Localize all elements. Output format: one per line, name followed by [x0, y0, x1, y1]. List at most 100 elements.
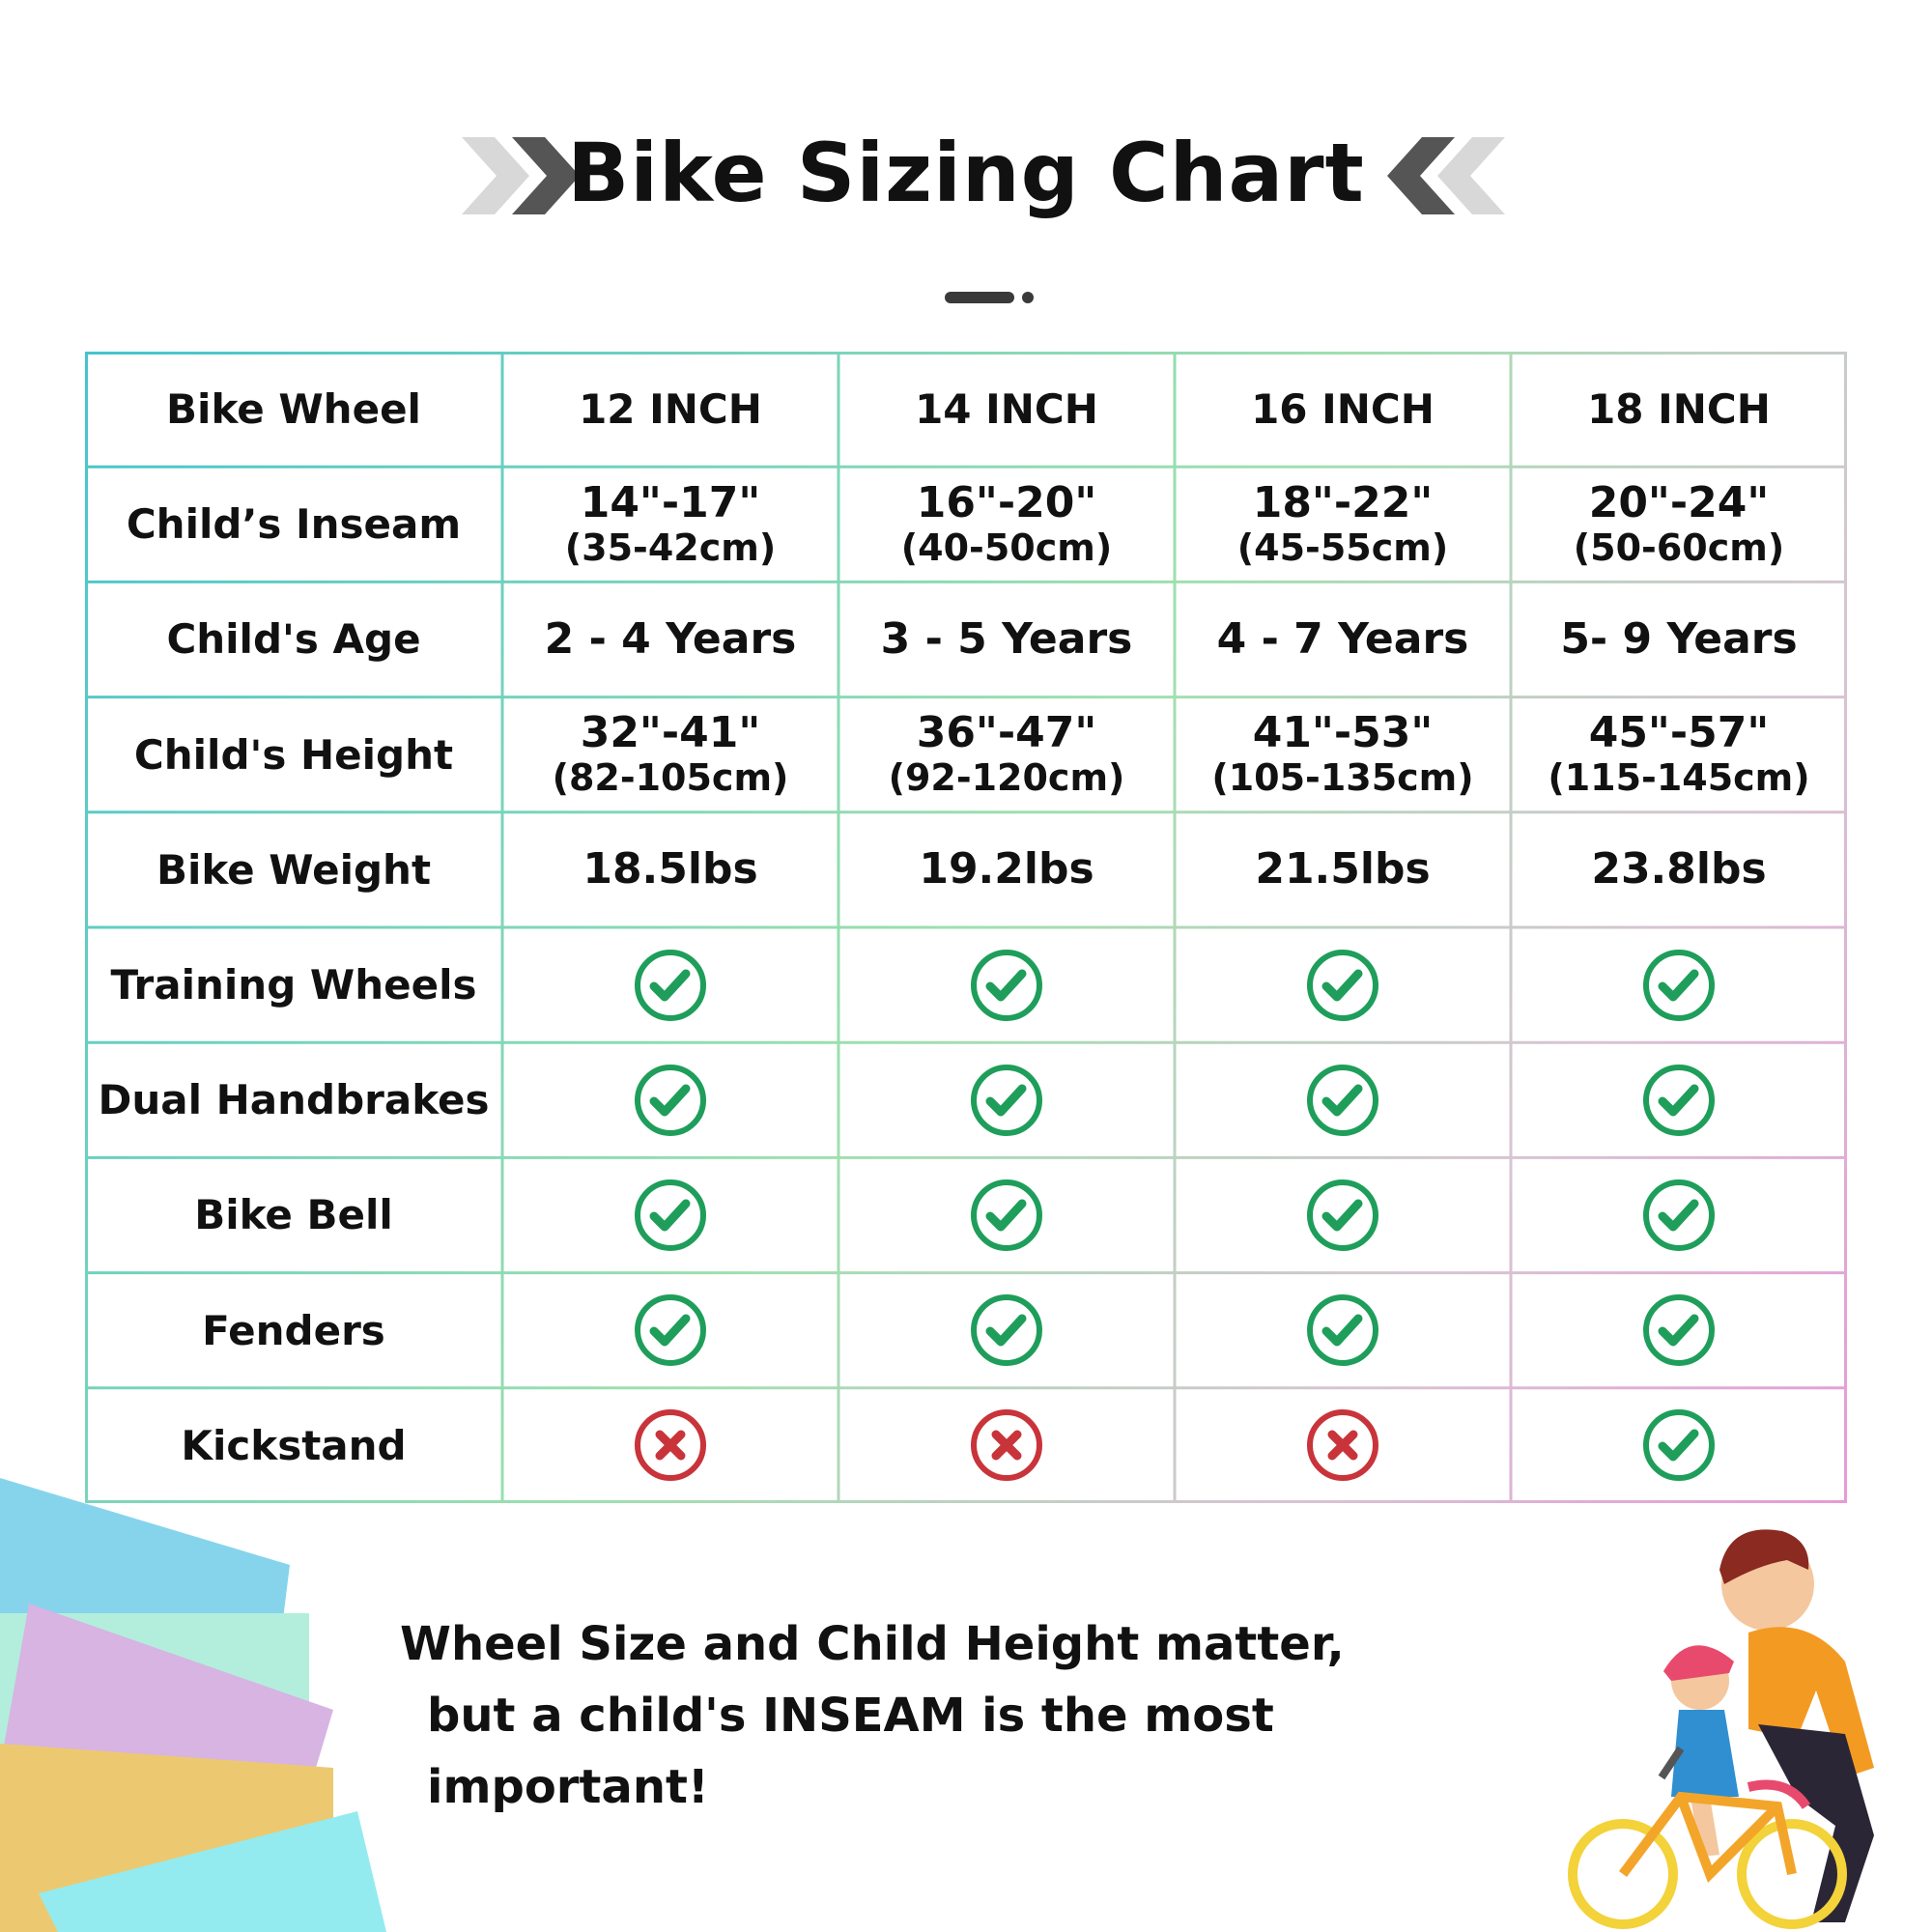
title-area: Bike Sizing Chart [0, 116, 1932, 232]
cell-value: 45"-57" [1588, 708, 1770, 758]
cell-metric-value: (82-105cm) [552, 756, 789, 800]
table-cell [838, 1388, 1175, 1503]
table-cell [838, 927, 1175, 1042]
row-label: Training Wheels [110, 961, 477, 1009]
x-circle-icon [633, 1407, 708, 1483]
check-circle-icon [1305, 948, 1380, 1023]
table-cell: 41"-53" (105-135cm) [1175, 697, 1511, 812]
row-label: Child's Height [133, 730, 454, 779]
table-cell: 2 - 4 Years [502, 582, 838, 696]
cell-metric-value: (50-60cm) [1573, 526, 1785, 569]
check-circle-icon [633, 1293, 708, 1368]
header-corner-cell: Bike Wheel [85, 352, 502, 467]
check-circle-icon [1641, 1293, 1717, 1368]
column-header-label: 12 INCH [579, 385, 762, 434]
table-cell: 19.2lbs [838, 812, 1175, 927]
table-cell: 32"-41" (82-105cm) [502, 697, 838, 812]
table-cell: 14"-17" (35-42cm) [502, 467, 838, 582]
table-cell [1175, 1042, 1511, 1157]
row-label: Bike Weight [156, 845, 432, 894]
sizing-table: Bike Wheel 12 INCH 14 INCH 16 INCH 18 INCH Ch… [85, 352, 1847, 1503]
row-header-label: Bike Wheel [166, 385, 421, 434]
table-cell [1511, 1042, 1847, 1157]
table-cell: 5- 9 Years [1511, 582, 1847, 696]
cell-value: 41"-53" [1252, 708, 1434, 758]
check-circle-icon [969, 1293, 1044, 1368]
row-label-cell: Child’s Inseam [85, 467, 502, 582]
footnote-line-2: but a child's INSEAM is the most importa… [427, 1689, 1274, 1814]
cell-metric-value: (92-120cm) [888, 756, 1125, 800]
check-circle-icon [969, 1063, 1044, 1138]
row-label-cell: Training Wheels [85, 927, 502, 1042]
table-cell: 4 - 7 Years [1175, 582, 1511, 696]
table-cell [1175, 927, 1511, 1042]
table-cell [1175, 1157, 1511, 1272]
cell-value: 16"-20" [916, 477, 1097, 527]
table-cell: 36"-47" (92-120cm) [838, 697, 1175, 812]
cell-metric-value: (115-145cm) [1548, 756, 1810, 800]
row-label: Bike Bell [194, 1191, 393, 1239]
cell-value: 36"-47" [916, 708, 1097, 758]
table-cell [502, 1157, 838, 1272]
check-circle-icon [633, 948, 708, 1023]
check-circle-icon [969, 1178, 1044, 1253]
cell-value: 19.2lbs [919, 844, 1094, 895]
cell-value: 20"-24" [1588, 477, 1770, 527]
table-cell [1511, 927, 1847, 1042]
cell-metric-value: (45-55cm) [1236, 526, 1449, 569]
table-cell: 3 - 5 Years [838, 582, 1175, 696]
double-chevron-left-icon [1387, 137, 1505, 214]
header-cell: 12 INCH [502, 352, 838, 467]
table-cell: 20"-24" (50-60cm) [1511, 467, 1847, 582]
table-cell [838, 1157, 1175, 1272]
table-cell [838, 1042, 1175, 1157]
check-circle-icon [1641, 1178, 1717, 1253]
table-cell: 21.5lbs [1175, 812, 1511, 927]
table-cell: 16"-20" (40-50cm) [838, 467, 1175, 582]
double-chevron-right-icon [462, 137, 580, 214]
table-cell [838, 1273, 1175, 1388]
check-circle-icon [1305, 1063, 1380, 1138]
table-cell [1511, 1388, 1847, 1503]
check-circle-icon [633, 1063, 708, 1138]
cell-value: 21.5lbs [1255, 844, 1431, 895]
cell-value: 4 - 7 Years [1216, 613, 1469, 664]
header-cell: 14 INCH [838, 352, 1175, 467]
table-cell [502, 1042, 838, 1157]
table-cell: 45"-57" (115-145cm) [1511, 697, 1847, 812]
cell-value: 18.5lbs [582, 844, 758, 895]
row-label: Fenders [202, 1306, 385, 1354]
cell-value: 14"-17" [580, 477, 761, 527]
row-label-cell: Child's Age [85, 582, 502, 696]
check-circle-icon [1641, 948, 1717, 1023]
table-cell: 23.8lbs [1511, 812, 1847, 927]
x-circle-icon [1305, 1407, 1380, 1483]
footnote-line-1: Wheel Size and Child Height matter, [400, 1617, 1345, 1671]
cell-metric-value: (105-135cm) [1211, 756, 1474, 800]
page-title: Bike Sizing Chart [567, 126, 1365, 220]
row-label-cell: Bike Bell [85, 1157, 502, 1272]
row-label: Child's Age [166, 615, 421, 664]
table-cell [1511, 1157, 1847, 1272]
row-label-cell: Child's Height [85, 697, 502, 812]
footnote: Wheel Size and Child Height matter, but … [400, 1608, 1559, 1823]
table-cell [502, 1273, 838, 1388]
row-label-cell: Bike Weight [85, 812, 502, 927]
row-label-cell: Dual Handbrakes [85, 1042, 502, 1157]
header-cell: 18 INCH [1511, 352, 1847, 467]
cell-metric-value: (40-50cm) [900, 526, 1113, 569]
row-label: Dual Handbrakes [98, 1076, 490, 1124]
table-cell: 18.5lbs [502, 812, 838, 927]
column-header-label: 16 INCH [1251, 385, 1435, 434]
cell-value: 18"-22" [1252, 477, 1434, 527]
table-cell [502, 927, 838, 1042]
title-underline-dot [1022, 292, 1034, 303]
check-circle-icon [1305, 1178, 1380, 1253]
cell-value: 2 - 4 Years [544, 613, 797, 664]
row-label-cell: Kickstand [85, 1388, 502, 1503]
table-grid [85, 352, 1847, 1503]
column-header-label: 14 INCH [915, 385, 1098, 434]
cell-value: 23.8lbs [1591, 844, 1767, 895]
table-cell [1175, 1388, 1511, 1503]
cell-value: 32"-41" [580, 708, 761, 758]
